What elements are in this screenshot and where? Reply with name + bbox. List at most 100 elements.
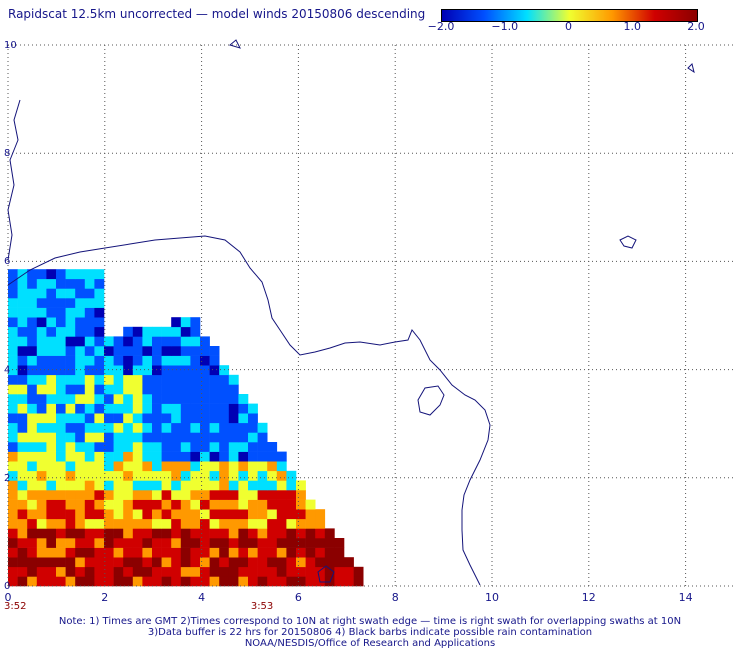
wind-cell: [132, 451, 143, 462]
wind-cell: [36, 470, 47, 481]
wind-cell: [123, 538, 134, 548]
wind-cell: [123, 365, 134, 376]
wind-cell: [161, 557, 172, 568]
wind-cell: [17, 355, 28, 366]
wind-cell: [27, 326, 38, 337]
wind-cell: [180, 566, 191, 577]
wind-cell: [56, 365, 66, 376]
wind-cell: [315, 509, 326, 520]
wind-cell: [219, 566, 230, 577]
wind-cell: [17, 480, 28, 491]
wind-cell: [56, 403, 66, 414]
wind-cell: [36, 394, 47, 404]
wind-cell: [17, 461, 28, 472]
wind-cell: [75, 490, 86, 500]
wind-cell: [257, 528, 268, 539]
wind-cell: [27, 413, 38, 424]
wind-cell: [276, 490, 287, 500]
wind-cell: [65, 413, 76, 424]
wind-cell: [65, 269, 76, 280]
wind-cell: [8, 317, 18, 328]
wind-cell: [65, 307, 76, 318]
wind-cell: [17, 518, 28, 529]
wind-cell: [152, 461, 162, 472]
wind-cell: [113, 528, 124, 539]
wind-cell: [267, 576, 278, 587]
wind-cell: [161, 576, 172, 587]
wind-cell: [123, 394, 134, 404]
wind-cell: [171, 576, 182, 587]
wind-cell: [113, 509, 124, 520]
wind-cell: [65, 298, 76, 308]
wind-cell: [190, 538, 201, 548]
wind-cell: [46, 403, 57, 414]
wind-cell: [296, 499, 306, 510]
wind-cell: [200, 518, 210, 529]
wind-cell: [27, 538, 38, 548]
wind-cell: [84, 470, 95, 481]
wind-cell: [17, 509, 28, 520]
wind-cell: [142, 374, 153, 385]
wind-cell: [238, 442, 249, 452]
wind-cell: [200, 557, 210, 568]
wind-cell: [142, 432, 153, 443]
wind-cell: [132, 538, 143, 548]
wind-cell: [286, 547, 297, 558]
wind-cell: [46, 566, 57, 577]
wind-cell: [8, 307, 18, 318]
wind-cell: [65, 336, 76, 347]
wind-cell: [75, 355, 86, 366]
wind-cell: [56, 346, 66, 356]
wind-cell: [171, 422, 182, 433]
wind-cell: [190, 490, 201, 500]
wind-cell: [267, 557, 278, 568]
wind-cell: [75, 480, 86, 491]
x-tick-label: 10: [485, 591, 499, 604]
wind-difference-cells: [8, 269, 364, 587]
wind-cell: [190, 432, 201, 443]
wind-cell: [8, 547, 18, 558]
wind-cell: [27, 442, 38, 452]
wind-cell: [161, 461, 172, 472]
wind-cell: [132, 557, 143, 568]
wind-cell: [132, 509, 143, 520]
wind-cell: [56, 317, 66, 328]
wind-cell: [46, 470, 57, 481]
wind-cell: [171, 355, 182, 366]
wind-cell: [209, 509, 220, 520]
wind-cell: [180, 557, 191, 568]
wind-cell: [113, 374, 124, 385]
wind-cell: [104, 432, 114, 443]
wind-cell: [8, 442, 18, 452]
wind-cell: [94, 557, 105, 568]
wind-cell: [152, 336, 162, 347]
wind-cell: [238, 451, 249, 462]
wind-cell: [84, 518, 95, 529]
wind-cell: [8, 403, 18, 414]
wind-cell: [8, 509, 18, 520]
wind-cell: [46, 576, 57, 587]
wind-cell: [286, 518, 297, 529]
wind-cell: [104, 470, 114, 481]
x-tick-label: 2: [101, 591, 109, 604]
wind-cell: [65, 480, 76, 491]
wind-cell: [315, 528, 326, 539]
wind-cell: [123, 490, 134, 500]
wind-cell: [94, 336, 105, 347]
wind-cell: [152, 355, 162, 366]
wind-cell: [200, 528, 210, 539]
wind-cell: [248, 490, 258, 500]
wind-cell: [219, 576, 230, 587]
wind-cell: [65, 394, 76, 404]
wind-cell: [27, 451, 38, 462]
wind-cell: [248, 422, 258, 433]
wind-cell: [75, 374, 86, 385]
wind-cell: [27, 509, 38, 520]
wind-cell: [286, 490, 297, 500]
wind-cell: [94, 509, 105, 520]
wind-cell: [94, 547, 105, 558]
wind-cell: [257, 499, 268, 510]
wind-cell: [27, 394, 38, 404]
wind-cell: [46, 326, 57, 337]
wind-cell: [84, 269, 95, 280]
